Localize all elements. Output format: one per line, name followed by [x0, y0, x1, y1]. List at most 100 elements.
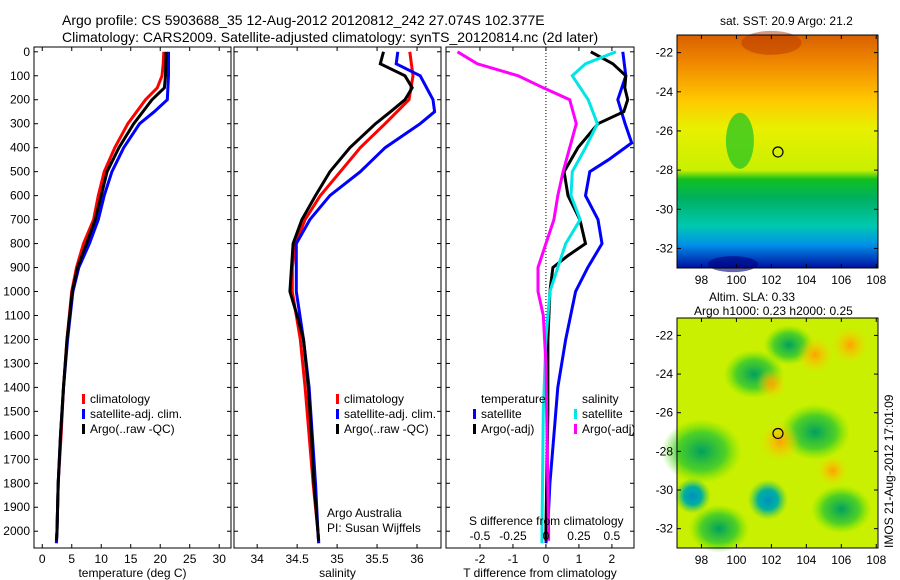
map-lon-label: 104	[796, 273, 816, 287]
y-tick-label: 800	[10, 237, 30, 251]
y-tick-label: 400	[10, 141, 30, 155]
x-tick-label: 20	[154, 552, 168, 566]
x-tick-label: 0	[543, 552, 550, 566]
y-tick-label: 1400	[3, 380, 30, 394]
x-tick-label: 10	[95, 552, 109, 566]
map-lon-label: 100	[726, 553, 746, 567]
s-tick-label: 0	[543, 529, 550, 543]
legend-label: Argo(..raw -QC)	[90, 422, 175, 436]
map-sst: 98 100 102 104 106 108 -22 -24 -26 -28 -30 -32	[656, 30, 887, 287]
series-line-climatology	[290, 51, 415, 544]
map-lon-label: 102	[761, 273, 781, 287]
legend-label: Argo(-adj)	[481, 422, 535, 436]
sla-map-title-1: Altim. SLA: 0.33	[709, 290, 796, 304]
s-tick-label: -0.25	[499, 529, 527, 543]
s-tick-label: 0.25	[567, 529, 591, 543]
diff-legend-salinity: salinity satellite Argo(-adj)	[574, 392, 635, 437]
x-tick-label: 1	[576, 552, 583, 566]
y-tick-label: 1800	[3, 476, 30, 490]
sla-high-blob	[797, 336, 834, 373]
sla-deep-blob	[674, 477, 711, 514]
map-sla: 98 100 102 104 106 108 -22 -24 -26 -28 -30 -32	[656, 317, 887, 567]
sla-deep-blob	[747, 479, 788, 520]
legend-label: satellite	[582, 407, 623, 421]
y-tick-label: 1900	[3, 500, 30, 514]
y-tick-label: 0	[23, 45, 30, 59]
sst-feature	[741, 30, 802, 55]
sla-high-blob	[756, 368, 787, 399]
map-lon-label: 98	[695, 553, 709, 567]
s-tick-label: 0.5	[604, 529, 621, 543]
x-axis-label: temperature (deg C)	[78, 566, 186, 580]
x-tick-label: 34.5	[285, 552, 309, 566]
legend-label: Argo(..raw -QC)	[344, 422, 429, 436]
map-lon-label: 106	[831, 273, 851, 287]
legend-swatch-argo	[336, 424, 339, 434]
series-line-s-satellite	[540, 50, 617, 544]
y-tick-label: 1300	[3, 356, 30, 370]
diff-legend-temperature: temperature satellite Argo(-adj)	[473, 392, 546, 437]
y-tick-label: 1600	[3, 428, 30, 442]
series-line-argo-raw-qc-	[54, 51, 168, 541]
series-line-s-argo-adj-	[456, 50, 578, 541]
map-lon-label: 108	[866, 553, 886, 567]
salinity-annotation: Argo Australia PI: Susan Wijffels	[327, 506, 421, 536]
map-lat-label: -28	[656, 444, 674, 458]
annotation-line: Argo Australia	[327, 506, 402, 520]
legend-swatch-t-satellite	[473, 409, 476, 419]
legend-label: satellite	[481, 407, 522, 421]
plot-frame	[33, 46, 232, 549]
map-lat-label: -26	[656, 124, 674, 138]
sla-high-blob	[760, 421, 801, 462]
y-tick-label: 1100	[4, 308, 30, 322]
series-line-argo-raw-qc-	[288, 51, 414, 541]
annotation-line: PI: Susan Wijffels	[327, 521, 421, 535]
legend-label: satellite-adj. clim.	[344, 407, 437, 421]
plot-frame	[445, 46, 635, 549]
sla-low-blob	[811, 485, 872, 534]
map-lat-label: -28	[656, 163, 674, 177]
series-line-satellite-adj-clim-	[54, 51, 170, 544]
salinity-legend: climatology satellite-adj. clim. Argo(..…	[336, 392, 436, 437]
sla-high-blob	[817, 455, 848, 486]
legend-heading: salinity	[582, 392, 619, 406]
sla-high-blob	[832, 327, 869, 364]
map-lon-label: 106	[831, 553, 851, 567]
legend-label: Argo(-adj)	[582, 422, 636, 436]
x-tick-label: -1	[508, 552, 519, 566]
x-tick-label: 35	[330, 552, 344, 566]
map-lon-label: 108	[866, 273, 886, 287]
legend-swatch-t-argo	[473, 424, 476, 434]
y-tick-label: 200	[10, 93, 30, 107]
y-tick-label: 1000	[3, 285, 30, 299]
plot-frame	[233, 46, 442, 549]
legend-swatch-argo	[82, 424, 85, 434]
argo-position-marker	[772, 146, 784, 158]
legend-swatch-s-argo	[574, 424, 577, 434]
y-tick-label: 600	[10, 189, 30, 203]
y-tick-label: 100	[10, 69, 30, 83]
sla-low-blob	[688, 504, 749, 553]
sla-map-title-2: Argo h1000: 0.23 h2000: 0.25	[694, 304, 853, 318]
y-tick-label: 500	[10, 165, 30, 179]
y-tick-label: 1500	[3, 404, 30, 418]
map-lon-label: 98	[695, 273, 709, 287]
map-lat-label: -32	[656, 522, 674, 536]
x-tick-label: 30	[213, 552, 227, 566]
map-frame	[676, 317, 879, 549]
map-lat-label: -22	[656, 328, 674, 342]
s-axis-label: S difference from climatology	[469, 514, 624, 528]
sla-low-blob	[661, 419, 742, 484]
x-tick-label: 34	[250, 552, 264, 566]
temperature-legend: climatology satellite-adj. clim. Argo(..…	[82, 392, 182, 437]
legend-swatch-satellite	[82, 409, 85, 419]
x-tick-label: 25	[183, 552, 197, 566]
legend-heading: temperature	[481, 392, 546, 406]
x-tick-label: 35.5	[365, 552, 389, 566]
title-line-2: Climatology: CARS2009. Satellite-adjuste…	[62, 29, 599, 45]
map-lat-label: -30	[656, 202, 674, 216]
x-tick-label: 2	[609, 552, 616, 566]
legend-label: satellite-adj. clim.	[90, 407, 183, 421]
map-lon-label: 100	[726, 273, 746, 287]
